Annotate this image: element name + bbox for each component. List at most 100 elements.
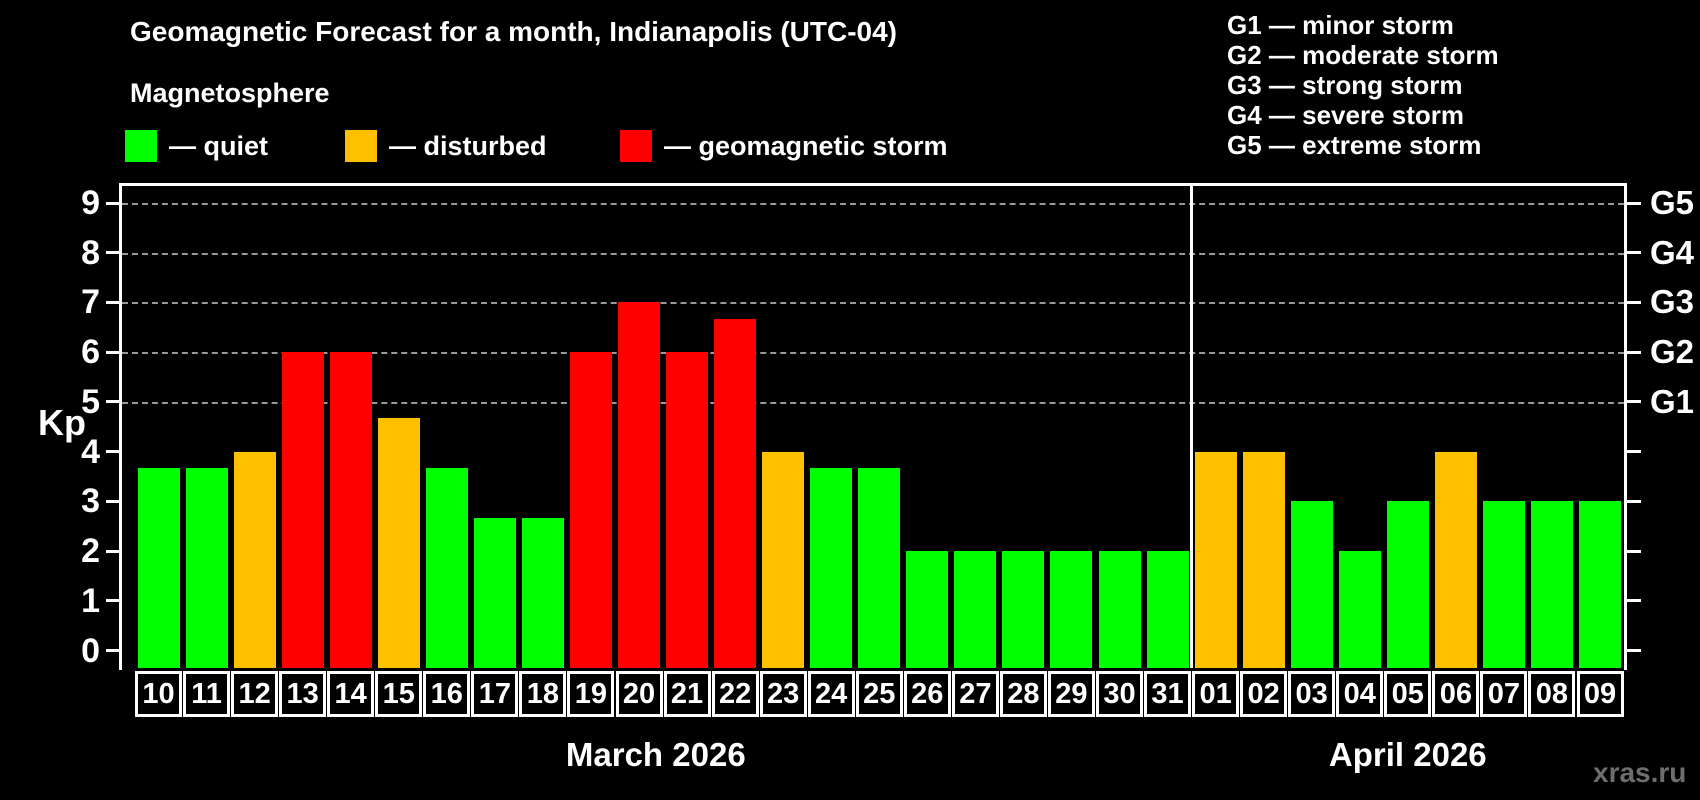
y-axis-line [119,183,122,670]
g-level-label-g2: G2 [1650,333,1695,371]
right-tick-kp6 [1627,350,1641,354]
y-tick-label-7: 7 [81,283,100,322]
right-axis-line [1624,183,1627,670]
month-label-march: March 2026 [565,736,746,773]
kp-bar-day-11 [185,468,228,668]
day-label-02: 02 [1240,671,1288,717]
g-legend-line-g2: G2 — moderate storm [1227,40,1499,70]
day-label-30: 30 [1096,671,1143,717]
day-label-12: 12 [231,671,279,717]
kp-bar-day-14 [329,352,372,668]
day-label-09: 09 [1576,671,1624,717]
day-label-07: 07 [1480,671,1528,717]
legend-label-disturbed: — disturbed [389,131,547,161]
left-tick-kp7 [106,300,119,304]
kp-bar-day-10 [137,468,180,668]
kp-bar-day-30 [1098,551,1141,668]
day-label-20: 20 [615,671,663,717]
kp-bar-day-31 [1146,551,1189,668]
kp-bar-day-06 [1434,451,1477,668]
day-label-18: 18 [519,671,567,717]
day-label-01: 01 [1192,671,1240,717]
g-legend-line-g1: G1 — minor storm [1227,10,1454,40]
kp-bar-day-28 [1002,551,1045,668]
day-label-22: 22 [711,671,759,717]
gridline-kp5 [122,401,1624,404]
right-tick-kp9 [1627,201,1641,205]
day-label-10: 10 [135,671,182,717]
right-tick-kp1 [1627,599,1641,603]
disturbed-swatch [345,130,377,162]
left-tick-kp1 [106,599,119,603]
gridline-kp8 [122,252,1624,255]
day-label-31: 31 [1144,671,1192,717]
kp-bar-day-24 [810,468,853,668]
day-label-08: 08 [1528,671,1576,717]
y-tick-label-3: 3 [81,482,100,521]
g-legend-line-g4: G4 — severe storm [1227,100,1465,130]
kp-bar-day-02 [1242,451,1285,668]
kp-bar-day-12 [233,451,276,668]
day-label-04: 04 [1336,671,1384,717]
y-tick-label-9: 9 [81,184,100,223]
left-tick-kp8 [106,251,119,255]
kp-bar-day-09 [1579,501,1621,668]
g-level-label-g5: G5 [1650,184,1695,222]
gridline-kp6 [122,352,1624,355]
day-label-15: 15 [375,671,423,717]
right-tick-kp7 [1627,300,1641,304]
right-tick-kp0 [1627,649,1641,652]
kp-bar-day-07 [1482,501,1525,668]
kp-bar-day-17 [473,517,516,668]
right-tick-kp3 [1627,499,1641,503]
month-separator-line [1190,186,1194,668]
kp-bar-day-19 [569,352,612,668]
storm-swatch [620,130,652,162]
kp-bar-day-08 [1530,501,1573,668]
left-tick-kp4 [106,450,119,454]
day-label-05: 05 [1384,671,1432,717]
g-level-label-g3: G3 [1650,283,1695,321]
kp-bar-day-21 [666,352,709,668]
left-tick-kp2 [106,549,119,553]
month-label-april: April 2026 [1328,736,1487,773]
day-label-03: 03 [1288,671,1336,717]
day-label-25: 25 [855,671,903,717]
day-label-23: 23 [759,671,807,717]
day-label-26: 26 [903,671,951,717]
quiet-swatch [125,130,157,162]
left-tick-kp9 [106,201,119,205]
day-label-24: 24 [807,671,855,717]
kp-bar-day-04 [1338,551,1381,668]
kp-bar-day-13 [281,352,324,668]
g-legend-line-g5: G5 — extreme storm [1227,130,1482,160]
y-tick-label-5: 5 [81,382,100,421]
kp-bar-day-20 [618,302,660,668]
right-tick-kp5 [1627,400,1641,404]
gridline-kp7 [122,302,1624,305]
day-label-11: 11 [183,671,231,717]
day-label-29: 29 [1047,671,1095,717]
kp-bar-day-18 [521,517,564,668]
y-tick-label-4: 4 [81,432,100,471]
day-label-13: 13 [279,671,327,717]
day-label-19: 19 [567,671,615,717]
left-tick-kp5 [106,400,119,404]
g-level-label-g1: G1 [1650,382,1695,420]
chart-title: Geomagnetic Forecast for a month, Indian… [130,16,897,47]
kp-bar-day-16 [425,468,468,668]
day-label-16: 16 [423,671,471,717]
y-tick-label-2: 2 [81,532,100,571]
legend-label-quiet: — quiet [169,131,268,161]
kp-bar-day-29 [1050,551,1093,668]
magnetosphere-label: Magnetosphere [130,78,330,108]
left-tick-kp6 [106,350,119,354]
y-tick-label-1: 1 [81,581,100,620]
g-level-label-g4: G4 [1650,233,1695,271]
g-legend-line-g3: G3 — strong storm [1227,70,1463,100]
kp-axis-label: Kp [38,402,86,443]
kp-bar-day-15 [377,418,420,668]
right-tick-kp4 [1627,450,1641,454]
left-tick-kp3 [106,499,119,503]
